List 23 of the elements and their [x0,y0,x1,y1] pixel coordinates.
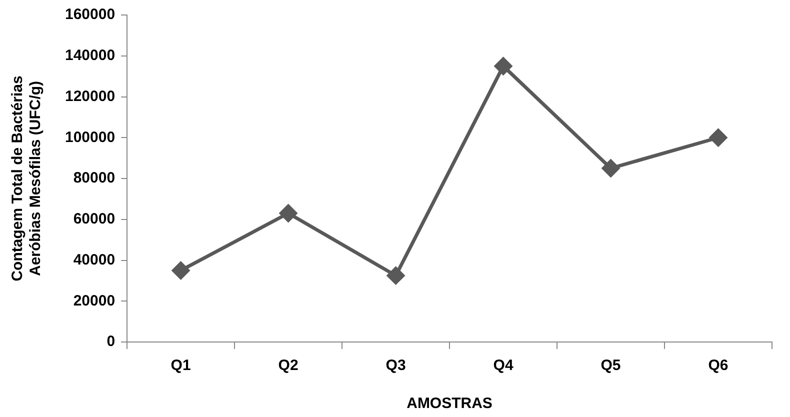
y-tick-label: 160000 [64,6,116,24]
y-tick-label: 120000 [64,88,116,105]
x-tick-label: Q6 [708,357,728,374]
point [494,57,512,75]
y-tick-label: 100000 [64,128,116,146]
y-tick-label: 20000 [73,292,116,310]
y-tick-label: 140000 [64,47,116,64]
point [280,204,298,222]
point [387,266,405,284]
y-tick-label: 60000 [73,210,116,228]
x-tick-label: Q1 [170,357,191,374]
point [172,262,190,280]
y-tick-label: 80000 [73,170,116,187]
x-tick-label: Q2 [278,357,298,374]
point [602,160,620,178]
x-tick-label: Q3 [386,357,406,374]
y-axis-title: Contagem Total de Bactérias Aeróbias Mesófilas (UFC/g) [9,76,44,282]
y-tick-label: 40000 [73,251,116,268]
x-tick-label: Q4 [493,357,514,374]
x-axis-title: AMOSTRAS [406,395,492,412]
y-tick-label: 0 [106,333,116,350]
point [710,128,728,146]
x-tick-label: Q5 [600,357,621,374]
